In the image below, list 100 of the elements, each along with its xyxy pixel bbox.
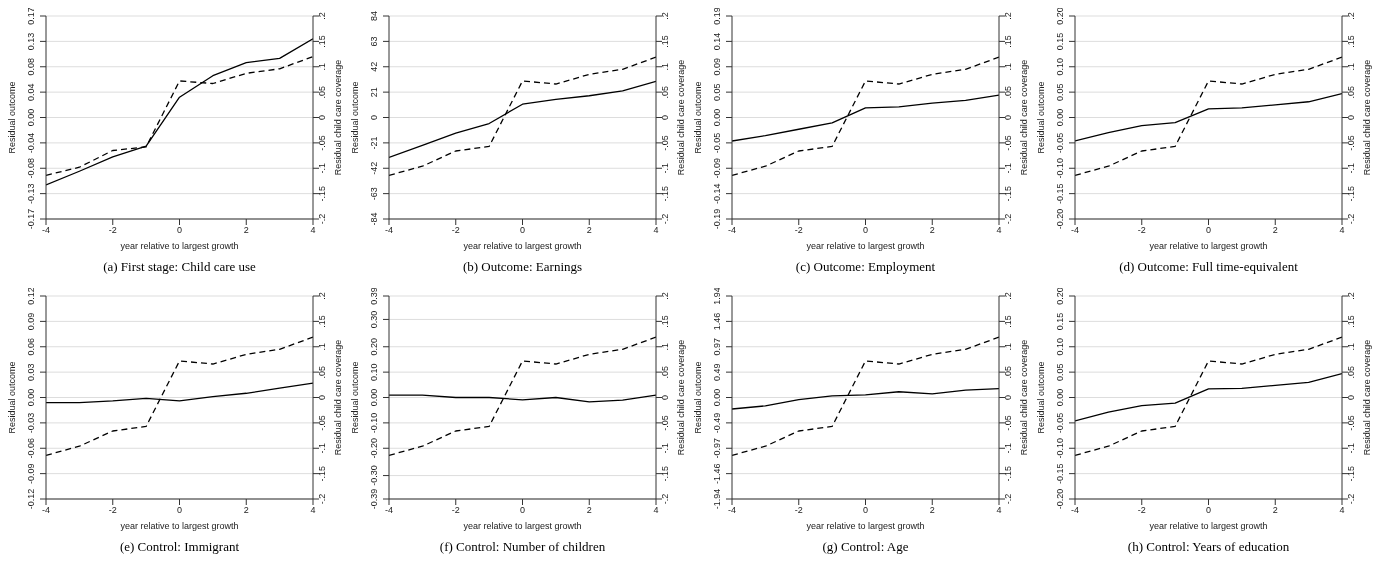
y2-tick-label: -.1: [1346, 442, 1356, 454]
x-tick-label: 0: [176, 225, 183, 236]
x-tick-label: -2: [451, 225, 460, 236]
y-tick-label: 0.15: [1055, 312, 1065, 331]
text: (h) Control: Years of education: [1126, 539, 1291, 555]
line-series: [732, 56, 999, 177]
y-tick-label: 0.49: [712, 363, 722, 381]
x-tick-label: 2: [243, 505, 249, 516]
line-series: [389, 336, 656, 457]
y2-tick-label: -.15: [660, 465, 670, 482]
x-axis-title: year relative to largest growth: [463, 241, 582, 251]
x-tick-label: 0: [176, 505, 183, 516]
y-tick-label: -0.12: [26, 488, 36, 510]
y2-tick-label: -.2: [317, 493, 327, 505]
y-tick-label: -0.30: [369, 465, 379, 486]
x-axis-title: year relative to largest growth: [806, 521, 925, 531]
y-tick-label: -0.09: [712, 157, 722, 179]
y-tick-label: 0.08: [26, 57, 36, 76]
x-tick-label: 4: [1339, 225, 1345, 236]
y2-tick-label: .05: [1003, 85, 1013, 99]
y2-tick-label: .2: [317, 292, 327, 300]
y2-tick-label: -.05: [1003, 135, 1013, 151]
y2-tick-label: -.2: [660, 213, 670, 225]
y-tick-label: -0.39: [369, 488, 379, 510]
y-tick-label: -1.46: [712, 463, 722, 484]
y2-axis-title: Residual child care coverage: [676, 339, 686, 456]
y-axis-title: Residual outcome: [693, 81, 703, 154]
y-tick-label: 0.00: [369, 388, 379, 407]
x-tick-label: -2: [108, 225, 117, 236]
y-tick-label: -0.15: [1055, 463, 1065, 484]
text: (e) Control: Immigrant: [118, 539, 241, 555]
line-series: [46, 336, 313, 457]
y-tick-label: -0.17: [26, 208, 36, 230]
y-tick-label: 0.10: [1055, 57, 1065, 76]
y-tick-label: 63: [369, 36, 379, 47]
y-tick-label: -0.49: [712, 412, 722, 434]
x-tick-label: -4: [41, 505, 51, 516]
y2-axis-title: Residual child care coverage: [333, 59, 343, 176]
y-axis-title: Residual outcome: [7, 361, 17, 434]
y2-tick-label: -.05: [1003, 415, 1013, 431]
text: (a) First stage: Child care use: [102, 259, 257, 275]
y-tick-label: 84: [369, 10, 379, 22]
y-tick-label: 0.20: [1055, 7, 1065, 25]
y2-tick-label: -.15: [1346, 185, 1356, 202]
y-tick-label: 21: [369, 87, 379, 98]
y2-tick-label: .1: [660, 342, 670, 351]
line-series: [732, 336, 999, 457]
y2-tick-label: -.15: [317, 185, 327, 202]
x-tick-label: -4: [727, 505, 737, 516]
y-tick-label: 1.46: [712, 312, 722, 331]
y2-tick-label: .1: [1003, 342, 1013, 351]
x-tick-label: -2: [1137, 225, 1146, 236]
y2-tick-label: .2: [1003, 292, 1013, 300]
y-tick-label: -0.05: [1055, 412, 1065, 434]
y2-tick-label: -.15: [660, 185, 670, 202]
y-tick-label: 0.00: [26, 108, 36, 127]
y2-tick-label: .05: [317, 85, 327, 99]
x-tick-label: 2: [1272, 505, 1278, 516]
y2-tick-label: .05: [1346, 365, 1356, 379]
y2-tick-label: .15: [1003, 315, 1013, 328]
y-tick-label: -0.04: [26, 132, 36, 154]
y-tick-label: -0.97: [712, 437, 722, 459]
y2-tick-label: .15: [1346, 315, 1356, 328]
y2-axis-title: Residual child care coverage: [1362, 59, 1372, 176]
y2-tick-label: -.05: [1346, 415, 1356, 431]
y-tick-label: -0.06: [26, 437, 36, 459]
y-tick-label: 0.03: [26, 363, 36, 381]
y-tick-label: 0.05: [1055, 363, 1065, 381]
y-tick-label: -0.20: [369, 437, 379, 459]
y-tick-label: 0.06: [26, 337, 36, 356]
x-tick-label: 4: [310, 505, 316, 516]
y-tick-label: -63: [369, 187, 379, 201]
y-tick-label: 0.15: [1055, 32, 1065, 51]
y2-tick-label: .05: [1346, 85, 1356, 99]
y2-axis-title: Residual child care coverage: [1019, 59, 1029, 176]
x-tick-label: -2: [1137, 505, 1146, 516]
x-tick-label: 0: [519, 505, 526, 516]
x-tick-label: 2: [243, 225, 249, 236]
y2-tick-label: 0: [1003, 114, 1013, 121]
y2-tick-label: -.05: [660, 415, 670, 431]
y2-tick-label: .2: [1003, 12, 1013, 20]
y-tick-label: -0.05: [1055, 132, 1065, 154]
y2-tick-label: -.2: [1003, 213, 1013, 225]
y-tick-label: 0.00: [1055, 388, 1065, 407]
y2-tick-label: 0: [1346, 394, 1356, 401]
line-series: [46, 38, 313, 186]
y2-tick-label: -.15: [1346, 465, 1356, 482]
y-tick-label: 0.00: [712, 108, 722, 127]
y2-axis-title: Residual child care coverage: [333, 339, 343, 456]
y2-tick-label: .05: [660, 85, 670, 99]
y2-tick-label: -.2: [1003, 493, 1013, 505]
y-tick-label: 0: [369, 114, 379, 121]
line-series: [1075, 336, 1342, 457]
y-tick-label: -0.20: [1055, 488, 1065, 510]
text: (d) Outcome: Full time-equivalent: [1118, 259, 1299, 275]
y-tick-label: -0.13: [26, 183, 36, 204]
y-axis-title: Residual outcome: [1036, 81, 1046, 154]
x-tick-label: 0: [519, 225, 526, 236]
y2-tick-label: .05: [1003, 365, 1013, 379]
x-axis-title: year relative to largest growth: [1149, 241, 1268, 251]
